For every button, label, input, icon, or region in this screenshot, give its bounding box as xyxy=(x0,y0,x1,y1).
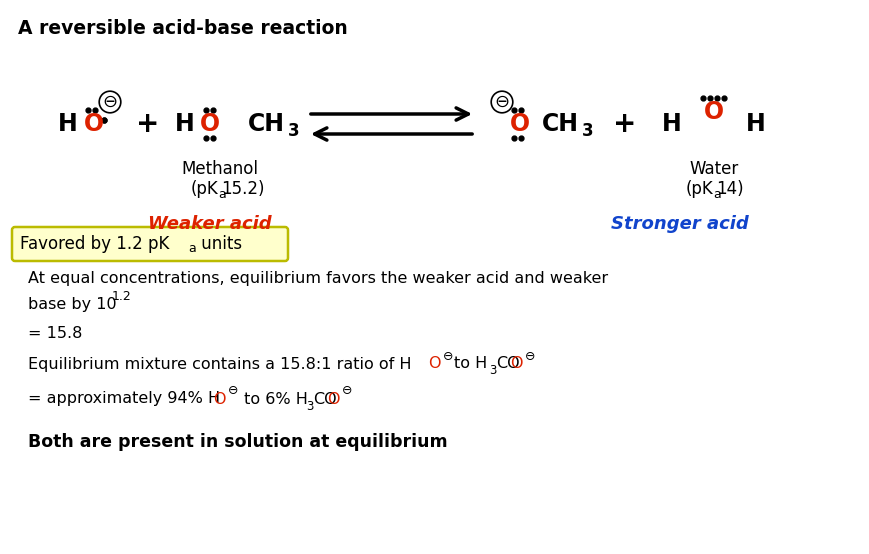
Text: CO: CO xyxy=(495,357,519,372)
Text: H: H xyxy=(661,112,681,136)
Text: CH: CH xyxy=(247,112,284,136)
Text: O: O xyxy=(83,112,104,136)
Text: Methanol: Methanol xyxy=(182,160,258,178)
Text: CH: CH xyxy=(541,112,578,136)
Text: O: O xyxy=(327,392,339,407)
Text: (pK: (pK xyxy=(191,180,219,198)
Text: 3: 3 xyxy=(581,122,594,140)
Text: +: + xyxy=(136,110,160,138)
Text: ⊖: ⊖ xyxy=(494,93,509,111)
Text: O: O xyxy=(703,100,723,124)
Text: base by 10: base by 10 xyxy=(28,296,116,311)
Text: 14): 14) xyxy=(715,180,743,198)
Text: ⊖: ⊖ xyxy=(342,384,352,398)
Text: Water: Water xyxy=(688,160,738,178)
Text: a: a xyxy=(218,187,226,201)
Text: to H: to H xyxy=(454,357,487,372)
Text: +: + xyxy=(613,110,636,138)
Text: Favored by 1.2 pK: Favored by 1.2 pK xyxy=(20,235,169,253)
Text: O: O xyxy=(428,357,440,372)
Text: O: O xyxy=(213,392,225,407)
Text: units: units xyxy=(196,235,242,253)
Text: O: O xyxy=(509,112,529,136)
Text: CO: CO xyxy=(313,392,336,407)
Text: Weaker acid: Weaker acid xyxy=(148,215,271,233)
Text: a: a xyxy=(713,187,720,201)
Text: ⊖: ⊖ xyxy=(103,93,117,111)
Text: Stronger acid: Stronger acid xyxy=(610,215,748,233)
Text: O: O xyxy=(200,112,220,136)
Text: 1.2: 1.2 xyxy=(112,290,131,304)
Text: At equal concentrations, equilibrium favors the weaker acid and weaker: At equal concentrations, equilibrium fav… xyxy=(28,271,607,286)
Text: Both are present in solution at equilibrium: Both are present in solution at equilibr… xyxy=(28,433,448,451)
Text: A reversible acid-base reaction: A reversible acid-base reaction xyxy=(18,19,348,38)
Text: = 15.8: = 15.8 xyxy=(28,326,83,341)
Text: (pK: (pK xyxy=(686,180,713,198)
Text: H: H xyxy=(175,112,195,136)
Text: a: a xyxy=(188,243,196,255)
Text: ⊖: ⊖ xyxy=(228,384,238,398)
Text: 15.2): 15.2) xyxy=(221,180,264,198)
Text: Equilibrium mixture contains a 15.8:1 ratio of H: Equilibrium mixture contains a 15.8:1 ra… xyxy=(28,357,411,372)
Text: 3: 3 xyxy=(488,365,496,377)
Text: 3: 3 xyxy=(288,122,300,140)
Text: O: O xyxy=(509,357,522,372)
FancyBboxPatch shape xyxy=(12,227,288,261)
Text: 3: 3 xyxy=(306,399,313,413)
Text: H: H xyxy=(58,112,78,136)
Text: ⊖: ⊖ xyxy=(524,350,535,362)
Text: H: H xyxy=(746,112,765,136)
Text: ⊖: ⊖ xyxy=(442,350,453,362)
Text: to 6% H: to 6% H xyxy=(239,392,308,407)
Text: = approximately 94% H: = approximately 94% H xyxy=(28,392,220,407)
